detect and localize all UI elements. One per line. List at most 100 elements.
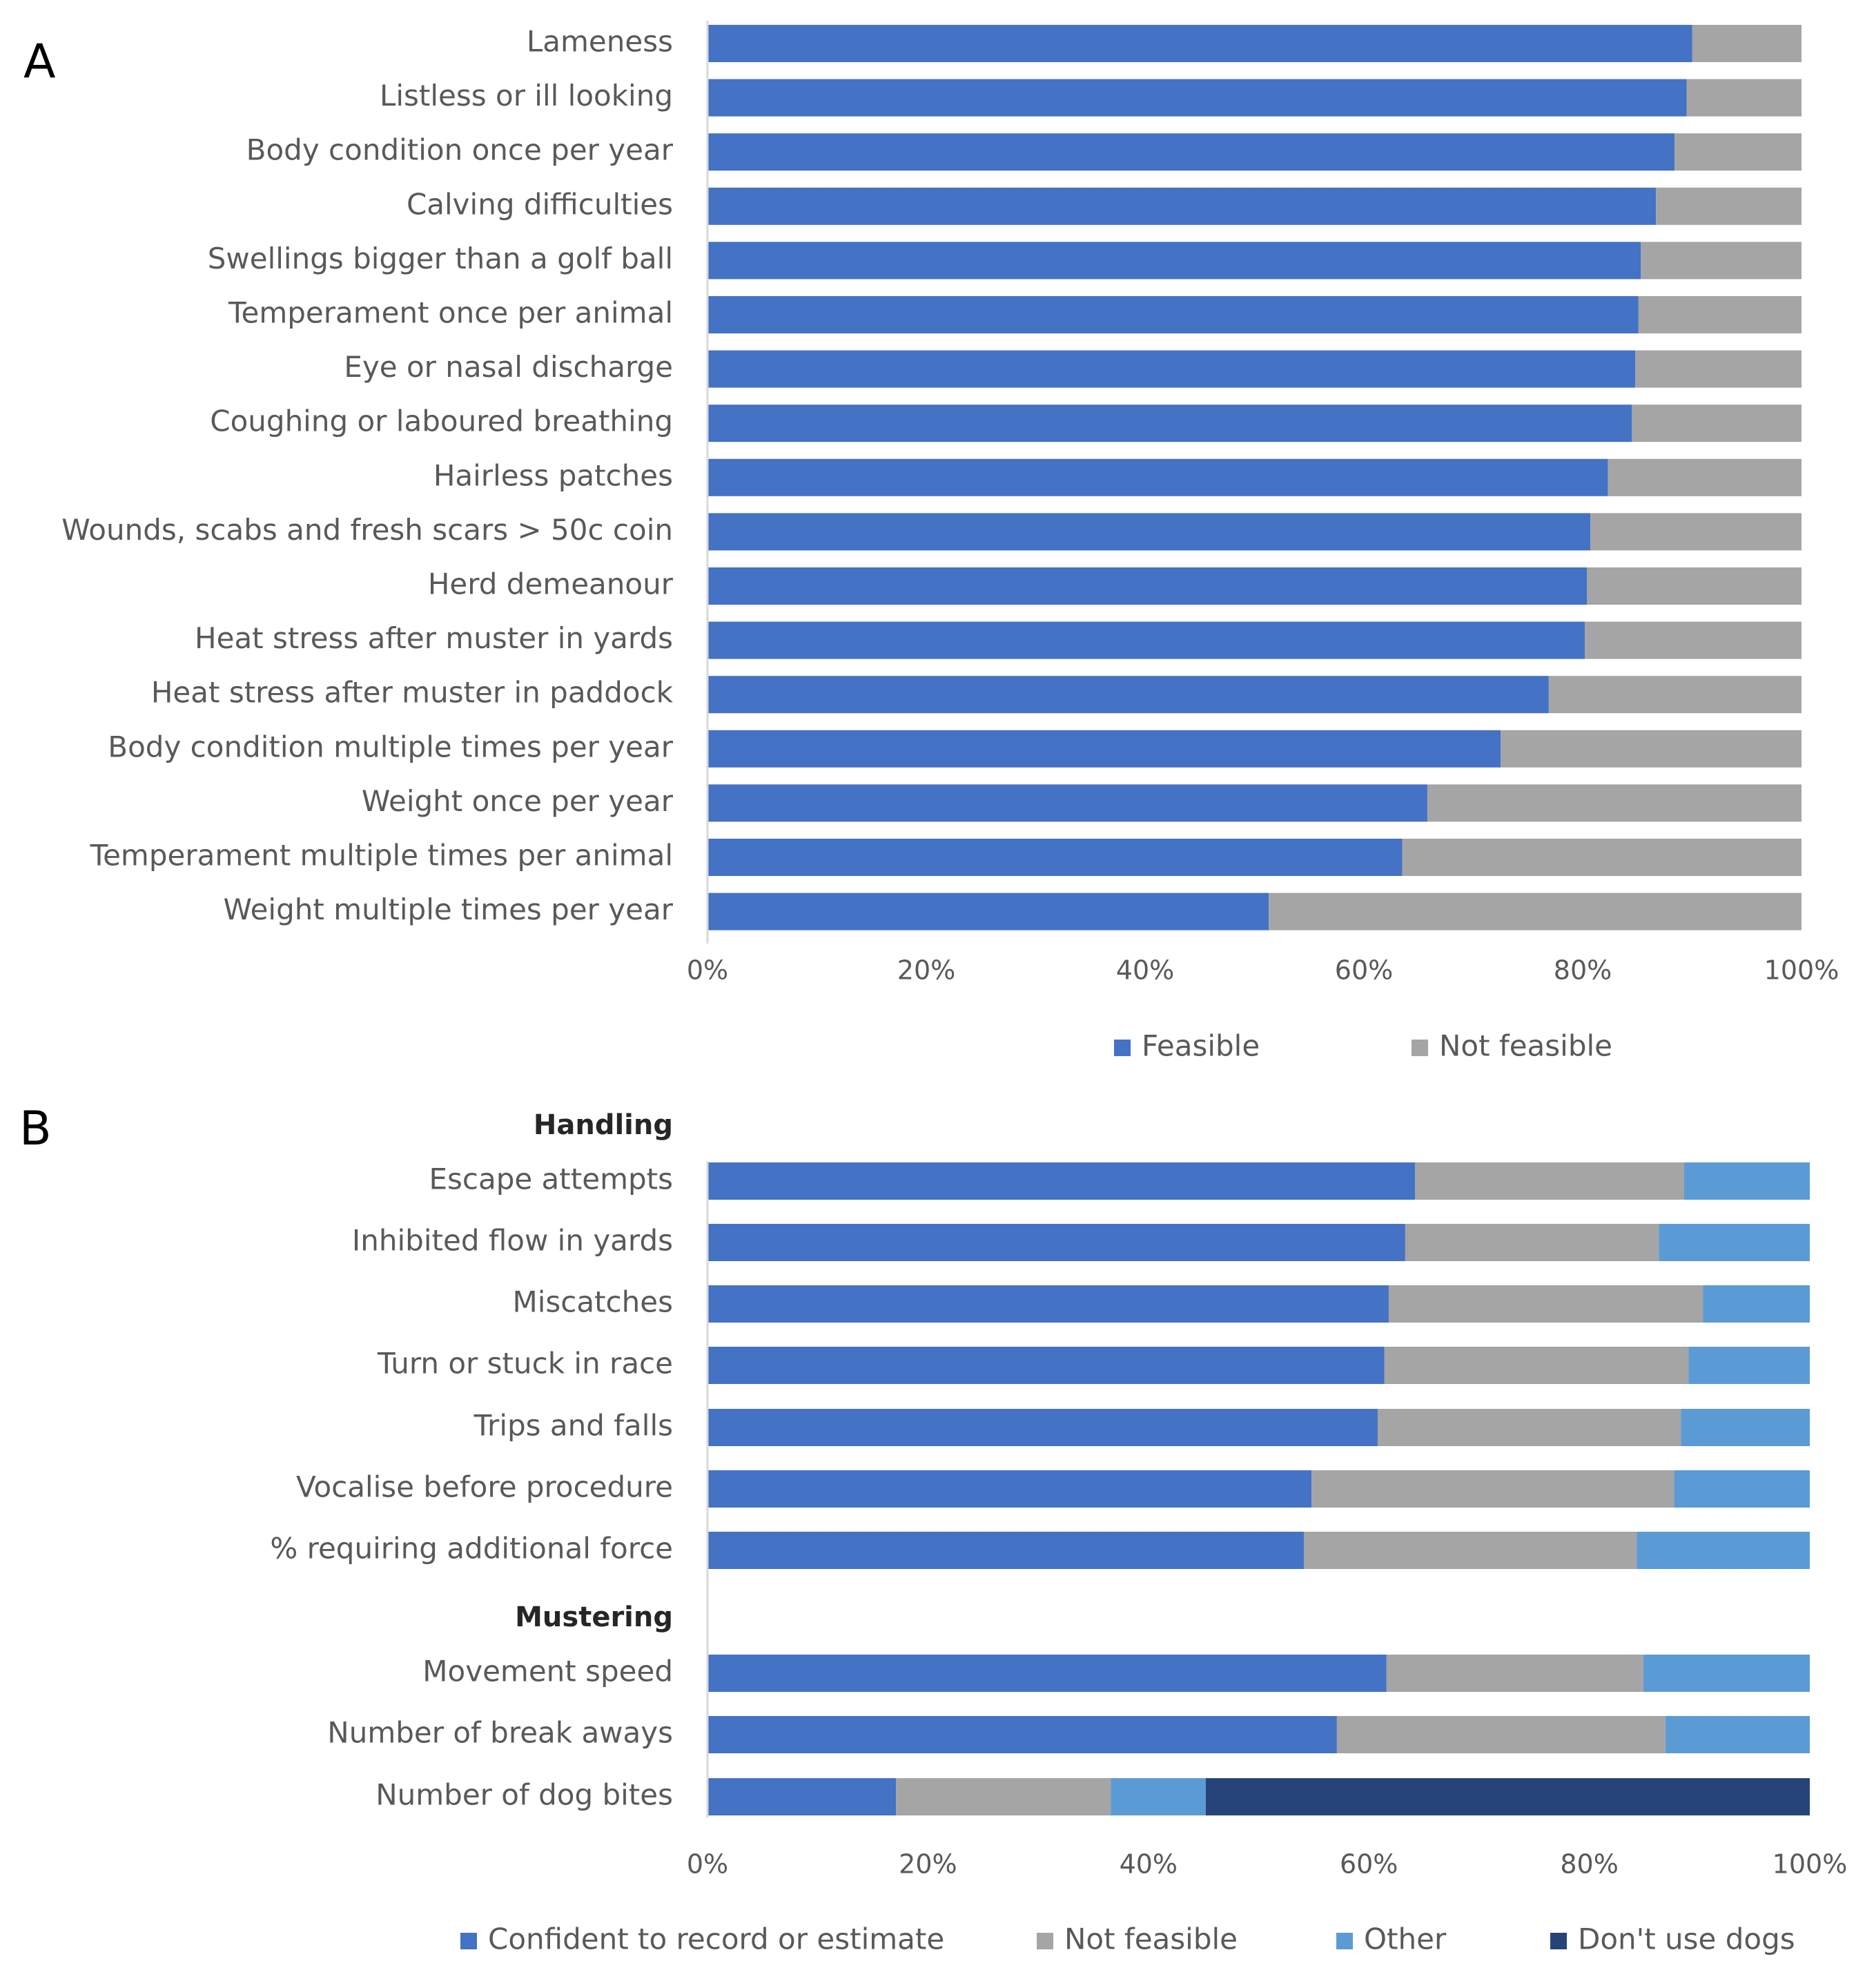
bar-not-feasible-wounds-scabs-and-fresh-scars-50c-coin <box>1590 513 1801 551</box>
bar-confident-to-record-or-estimate-inhibited-flow-in-yards <box>707 1224 1405 1261</box>
bar-confident-to-record-or-estimate-escape-attempts <box>707 1162 1416 1200</box>
bar-confident-to-record-or-estimate-number-of-break-aways <box>707 1716 1337 1753</box>
bar-not-feasible-weight-once-per-year <box>1427 784 1801 822</box>
bar-not-feasible-coughing-or-laboured-breathing <box>1632 405 1801 442</box>
legend-label-don-t-use-dogs: Don't use dogs <box>1578 1922 1795 1956</box>
bar-other-inhibited-flow-in-yards <box>1659 1224 1810 1261</box>
bar-confident-to-record-or-estimate-trips-and-falls <box>707 1409 1378 1446</box>
panel-a-chart: Lameness Listless or ill looking Body cond… <box>61 21 1839 1063</box>
bar-feasible-heat-stress-after-muster-in-yards <box>707 621 1585 659</box>
panel-b-chart: Handling Escape attempts Inhibited flow in… <box>270 1109 1847 1956</box>
legend-swatch-confident-to-record-or-estimate <box>460 1933 477 1949</box>
bar-feasible-temperament-multiple-times-per-animal <box>707 839 1403 876</box>
bar-not-feasible-calving-difficulties <box>1656 187 1801 225</box>
x-tick-label-20: 20% <box>897 955 955 986</box>
category-label-heat-stress-after-muster-in-yards: Heat stress after muster in yards <box>195 621 673 655</box>
bar-not-feasible-swellings-bigger-than-a-golf-ball <box>1641 242 1801 280</box>
x-tick-label-100: 100% <box>1764 955 1839 986</box>
legend-swatch-feasible <box>1114 1040 1131 1056</box>
category-label-weight-once-per-year: Weight once per year <box>362 784 674 818</box>
bar-feasible-lameness <box>707 25 1692 62</box>
bar-feasible-body-condition-once-per-year <box>707 133 1675 171</box>
panel-a-letter: A <box>23 35 56 89</box>
bar-not-feasible-hairless-patches <box>1608 458 1801 496</box>
x-tick-label-40: 40% <box>1120 1849 1178 1880</box>
bar-not-feasible-escape-attempts <box>1415 1162 1684 1200</box>
bar-other-movement-speed <box>1643 1655 1810 1692</box>
bar-not-feasible-inhibited-flow-in-yards <box>1405 1224 1659 1261</box>
bar-feasible-body-condition-multiple-times-per-year <box>707 730 1501 768</box>
category-label-trips-and-falls: Trips and falls <box>473 1409 673 1443</box>
bar-feasible-listless-or-ill-looking <box>707 79 1687 117</box>
bar-not-feasible-herd-demeanour <box>1587 567 1801 605</box>
bar-feasible-eye-or-nasal-discharge <box>707 350 1636 388</box>
group-label-mustering: Mustering <box>515 1601 673 1633</box>
category-label-herd-demeanour: Herd demeanour <box>428 567 674 601</box>
bar-other-requiring-additional-force <box>1637 1532 1810 1569</box>
legend-label-feasible: Feasible <box>1142 1029 1260 1063</box>
bar-not-feasible-heat-stress-after-muster-in-yards <box>1585 621 1801 659</box>
bar-not-feasible-trips-and-falls <box>1377 1409 1681 1446</box>
bar-other-trips-and-falls <box>1681 1409 1810 1446</box>
bar-confident-to-record-or-estimate-miscatches <box>707 1285 1389 1323</box>
legend-swatch-not-feasible <box>1412 1040 1428 1056</box>
bar-confident-to-record-or-estimate-vocalise-before-procedure <box>707 1470 1312 1508</box>
category-label-movement-speed: Movement speed <box>422 1655 673 1688</box>
bar-feasible-wounds-scabs-and-fresh-scars-50c-coin <box>707 513 1591 551</box>
x-tick-label-80: 80% <box>1560 1849 1618 1880</box>
bar-not-feasible-lameness <box>1692 25 1801 62</box>
category-label-body-condition-multiple-times-per-year: Body condition multiple times per year <box>108 730 673 763</box>
category-label-listless-or-ill-looking: Listless or ill looking <box>380 79 673 113</box>
bar-feasible-weight-multiple-times-per-year <box>707 893 1269 930</box>
legend-swatch-other <box>1336 1933 1353 1949</box>
category-label-swellings-bigger-than-a-golf-ball: Swellings bigger than a golf ball <box>208 242 673 275</box>
bar-other-escape-attempts <box>1683 1162 1810 1200</box>
category-label-body-condition-once-per-year: Body condition once per year <box>246 133 674 167</box>
bar-feasible-calving-difficulties <box>707 187 1657 225</box>
bar-other-number-of-break-aways <box>1665 1716 1810 1753</box>
category-label-temperament-once-per-animal: Temperament once per animal <box>228 296 673 330</box>
bar-not-feasible-requiring-additional-force <box>1303 1532 1637 1569</box>
bar-not-feasible-turn-or-stuck-in-race <box>1384 1347 1689 1384</box>
bar-confident-to-record-or-estimate-movement-speed <box>707 1655 1387 1692</box>
bar-other-turn-or-stuck-in-race <box>1688 1347 1810 1384</box>
group-label-handling: Handling <box>534 1109 673 1141</box>
x-tick-label-80: 80% <box>1554 955 1612 986</box>
bar-other-vocalise-before-procedure <box>1674 1470 1810 1508</box>
bar-not-feasible-vocalise-before-procedure <box>1311 1470 1674 1508</box>
category-label-number-of-break-aways: Number of break aways <box>327 1716 673 1750</box>
bar-not-feasible-weight-multiple-times-per-year <box>1269 893 1801 930</box>
bar-feasible-heat-stress-after-muster-in-paddock <box>707 676 1549 714</box>
category-label-weight-multiple-times-per-year: Weight multiple times per year <box>224 893 674 926</box>
category-label-number-of-dog-bites: Number of dog bites <box>375 1778 673 1812</box>
category-label-wounds-scabs-and-fresh-scars-50c-coin: Wounds, scabs and fresh scars > 50c coin <box>61 513 673 547</box>
bar-not-feasible-body-condition-once-per-year <box>1674 133 1801 171</box>
bar-not-feasible-body-condition-multiple-times-per-year <box>1501 730 1801 768</box>
bar-not-feasible-listless-or-ill-looking <box>1686 79 1801 117</box>
bar-confident-to-record-or-estimate-requiring-additional-force <box>707 1532 1304 1569</box>
bar-don-t-use-dogs-number-of-dog-bites <box>1205 1778 1810 1815</box>
legend-label-not-feasible: Not feasible <box>1064 1922 1238 1956</box>
bar-feasible-herd-demeanour <box>707 567 1588 605</box>
bar-not-feasible-number-of-break-aways <box>1336 1716 1666 1753</box>
legend-label-confident-to-record-or-estimate: Confident to record or estimate <box>488 1922 944 1956</box>
x-tick-label-60: 60% <box>1335 955 1393 986</box>
x-tick-label-20: 20% <box>899 1849 957 1880</box>
bar-not-feasible-number-of-dog-bites <box>896 1778 1111 1815</box>
bar-not-feasible-temperament-multiple-times-per-animal <box>1402 839 1801 876</box>
category-label-miscatches: Miscatches <box>512 1285 673 1319</box>
legend-label-other: Other <box>1364 1922 1447 1956</box>
category-label-requiring-additional-force: % requiring additional force <box>270 1532 673 1566</box>
category-label-temperament-multiple-times-per-animal: Temperament multiple times per animal <box>90 839 673 873</box>
bar-not-feasible-eye-or-nasal-discharge <box>1635 350 1801 388</box>
x-tick-label-0: 0% <box>687 1849 728 1880</box>
bar-feasible-coughing-or-laboured-breathing <box>707 405 1632 442</box>
x-tick-label-100: 100% <box>1773 1849 1848 1880</box>
bar-other-miscatches <box>1703 1285 1810 1323</box>
x-tick-label-40: 40% <box>1116 955 1174 986</box>
bar-feasible-temperament-once-per-animal <box>707 296 1639 333</box>
legend-swatch-don-t-use-dogs <box>1550 1933 1567 1949</box>
bar-feasible-weight-once-per-year <box>707 784 1427 822</box>
category-label-heat-stress-after-muster-in-paddock: Heat stress after muster in paddock <box>151 676 674 710</box>
bar-not-feasible-temperament-once-per-animal <box>1638 296 1801 333</box>
